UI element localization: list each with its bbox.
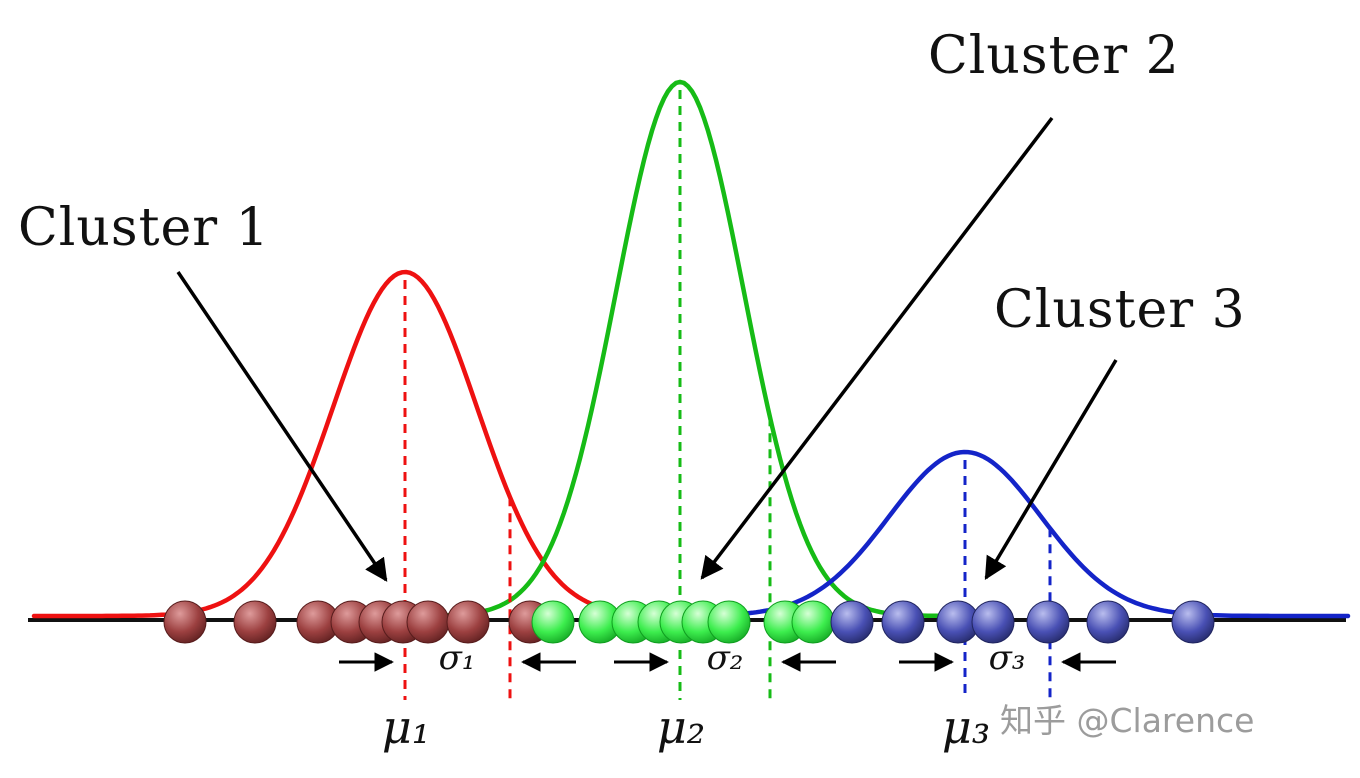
sigma-3-label: σ₃ xyxy=(988,638,1026,678)
cluster-3-label: Cluster 3 xyxy=(994,280,1246,340)
mu-2-label: μ₂ xyxy=(656,700,706,754)
mu-3-label: μ₃ xyxy=(941,700,991,754)
sigma-1-label: σ₁ xyxy=(438,638,476,678)
data-point-blue xyxy=(1171,600,1215,644)
data-point-blue xyxy=(1086,600,1130,644)
cluster-3-curve xyxy=(713,449,1351,619)
data-point-maroon xyxy=(233,600,277,644)
data-point-blue xyxy=(881,600,925,644)
mu-1-label: μ₁ xyxy=(381,700,431,754)
cluster-1-curve xyxy=(31,269,661,619)
data-point-blue xyxy=(830,600,874,644)
data-point-green xyxy=(791,600,835,644)
data-point-green xyxy=(707,600,751,644)
sigma-2-label: σ₂ xyxy=(706,638,744,678)
data-points xyxy=(163,600,1215,644)
data-point-blue xyxy=(971,600,1015,644)
cluster-1-pointer-arrow xyxy=(176,271,388,582)
data-point-maroon xyxy=(446,600,490,644)
cluster-2-label: Cluster 2 xyxy=(928,26,1180,86)
data-point-maroon xyxy=(406,600,450,644)
data-point-maroon xyxy=(163,600,207,644)
data-point-green xyxy=(531,600,575,644)
cluster-1-label: Cluster 1 xyxy=(18,198,270,258)
watermark: 知乎 @Clarence xyxy=(1000,701,1255,740)
cluster-label-arrows xyxy=(176,116,1118,582)
cluster-3-pointer-arrow xyxy=(984,359,1118,580)
cluster-2-pointer-arrow xyxy=(700,116,1054,580)
data-point-blue xyxy=(1026,600,1070,644)
